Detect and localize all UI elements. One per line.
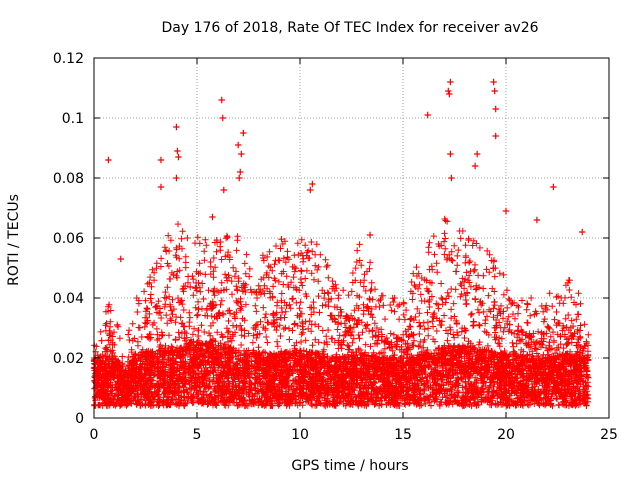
roti-point-outlier	[236, 174, 243, 182]
roti-point-outlier	[447, 150, 454, 158]
roti-point-outlier	[471, 162, 479, 170]
y-tick-label: 0.04	[53, 291, 84, 307]
y-tick-label: 0.06	[53, 231, 84, 247]
x-tick-label: 25	[600, 427, 618, 443]
roti-point-outlier	[446, 90, 453, 98]
y-tick-label: 0.12	[53, 51, 84, 67]
data-points	[90, 78, 592, 410]
x-tick-label: 10	[291, 427, 309, 443]
roti-point-outlier	[218, 96, 225, 104]
roti-point-outlier	[220, 186, 227, 194]
roti-point-outlier	[307, 186, 314, 194]
roti-point-outlier	[209, 213, 216, 221]
chart-title: Day 176 of 2018, Rate Of TEC Index for r…	[161, 20, 538, 36]
roti-point-outlier	[550, 183, 557, 191]
roti-point-outlier	[157, 183, 165, 191]
roti-point-outlier	[491, 87, 498, 95]
y-tick-label: 0	[75, 411, 84, 427]
x-tick-label: 20	[497, 427, 515, 443]
axis-ticks	[93, 57, 610, 419]
roti-point-outlier	[492, 105, 499, 113]
roti-point-outlier	[490, 78, 497, 86]
roti-point-outlier	[157, 156, 165, 164]
roti-point-outlier	[173, 174, 180, 182]
x-tick-label: 5	[193, 427, 202, 443]
x-tick-labels: 0 5 10 15 20 25	[90, 427, 618, 443]
roti-point-outlier	[424, 111, 431, 119]
roti-point-outlier	[309, 180, 316, 188]
roti-point-outlier	[240, 129, 247, 137]
roti-point-outlier	[105, 156, 112, 164]
roti-point-outlier	[502, 207, 510, 215]
y-tick-label: 0.02	[53, 351, 84, 367]
roti-point-outlier	[173, 123, 180, 131]
x-tick-label: 15	[394, 427, 412, 443]
roti-point-outlier	[533, 216, 541, 224]
roti-point-outlier	[175, 153, 182, 161]
roti-point-outlier	[235, 141, 242, 149]
y-tick-labels: 0 0.02 0.04 0.06 0.08 0.1 0.12	[53, 51, 84, 427]
roti-point-outlier	[237, 168, 244, 176]
roti-point-outlier	[117, 255, 124, 263]
roti-point-outlier	[447, 78, 454, 86]
roti-point-outlier	[366, 231, 374, 239]
x-axis-label: GPS time / hours	[291, 458, 408, 474]
roti-point-outlier	[445, 87, 452, 95]
roti-point-outlier	[579, 228, 586, 236]
x-tick-label: 0	[90, 427, 99, 443]
y-axis-label: ROTI / TECUs	[6, 194, 22, 286]
roti-point-outlier	[219, 114, 226, 122]
roti-point-outlier	[492, 132, 499, 140]
y-tick-label: 0.08	[53, 171, 84, 187]
roti-point-outlier	[473, 150, 481, 158]
roti-point-outlier	[238, 150, 245, 158]
roti-point-cloud	[90, 215, 592, 410]
roti-point-outlier	[448, 174, 455, 182]
y-tick-label: 0.1	[62, 111, 84, 127]
roti-point-outlier	[174, 147, 181, 155]
